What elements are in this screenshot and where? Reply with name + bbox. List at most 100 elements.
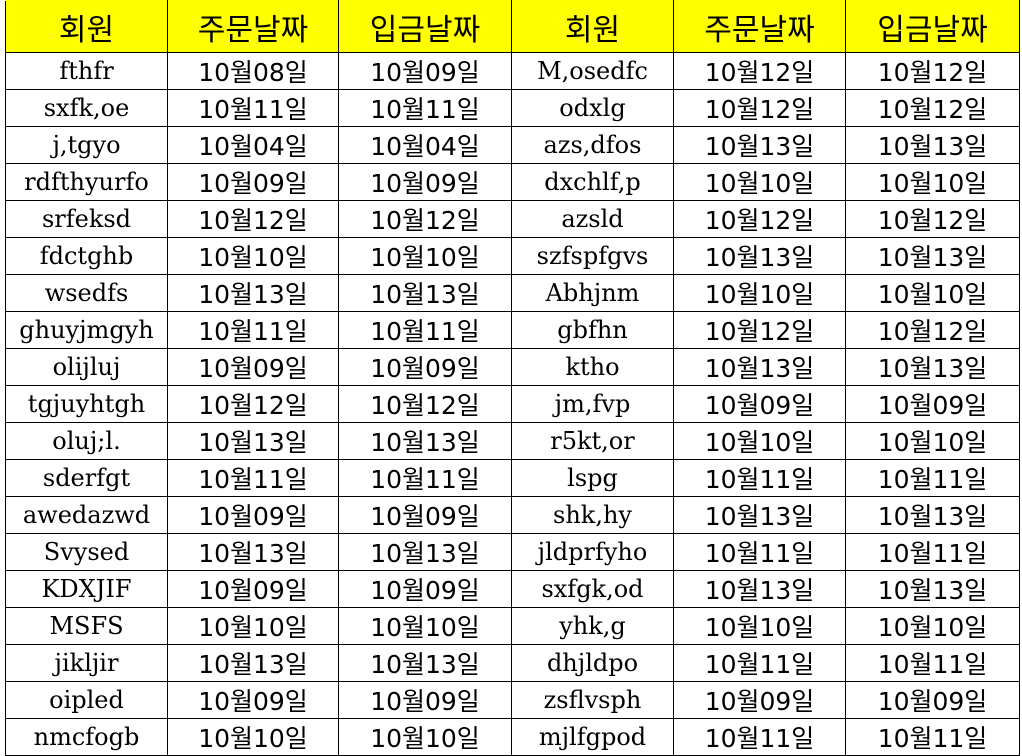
cell-order-date[interactable]: 10월13일 — [673, 126, 846, 164]
cell-order-date[interactable]: 10월09일 — [167, 348, 339, 386]
cell-member[interactable]: KDXJIF — [5, 570, 168, 608]
cell-order-date[interactable]: 10월04일 — [167, 126, 339, 164]
cell-member[interactable]: rdfthyurfo — [5, 163, 168, 201]
cell-deposit-date[interactable]: 10월09일 — [845, 385, 1020, 423]
cell-deposit-date[interactable]: 10월10일 — [338, 607, 512, 645]
cell-deposit-date[interactable]: 10월10일 — [845, 607, 1020, 645]
cell-member[interactable]: ghuyjmgyh — [5, 311, 168, 349]
cell-member[interactable]: M,osedfc — [511, 52, 674, 90]
cell-member[interactable]: wsedfs — [5, 274, 168, 312]
header-order-date[interactable]: 주문날짜 — [167, 0, 339, 53]
header-deposit-date[interactable]: 입금날짜 — [338, 0, 512, 53]
cell-member[interactable]: odxlg — [511, 89, 674, 127]
header-deposit-date[interactable]: 입금날짜 — [845, 0, 1020, 53]
cell-deposit-date[interactable]: 10월10일 — [338, 718, 512, 756]
cell-order-date[interactable]: 10월10일 — [673, 422, 846, 460]
cell-order-date[interactable]: 10월10일 — [167, 718, 339, 756]
cell-member[interactable]: j,tgyo — [5, 126, 168, 164]
cell-order-date[interactable]: 10월10일 — [673, 607, 846, 645]
cell-deposit-date[interactable]: 10월13일 — [338, 422, 512, 460]
cell-deposit-date[interactable]: 10월09일 — [338, 570, 512, 608]
cell-order-date[interactable]: 10월11일 — [673, 644, 846, 682]
cell-order-date[interactable]: 10월12일 — [673, 311, 846, 349]
cell-deposit-date[interactable]: 10월11일 — [845, 533, 1020, 571]
cell-member[interactable]: jldprfyho — [511, 533, 674, 571]
cell-member[interactable]: oipled — [5, 681, 168, 719]
cell-order-date[interactable]: 10월10일 — [673, 274, 846, 312]
cell-deposit-date[interactable]: 10월13일 — [845, 126, 1020, 164]
cell-member[interactable]: shk,hy — [511, 496, 674, 534]
cell-deposit-date[interactable]: 10월10일 — [845, 422, 1020, 460]
cell-deposit-date[interactable]: 10월11일 — [338, 311, 512, 349]
header-order-date[interactable]: 주문날짜 — [673, 0, 846, 53]
cell-deposit-date[interactable]: 10월11일 — [845, 459, 1020, 497]
cell-deposit-date[interactable]: 10월11일 — [338, 89, 512, 127]
cell-member[interactable]: oluj;l. — [5, 422, 168, 460]
header-member[interactable]: 회원 — [5, 0, 168, 53]
cell-member[interactable]: fthfr — [5, 52, 168, 90]
cell-member[interactable]: Svysed — [5, 533, 168, 571]
cell-order-date[interactable]: 10월12일 — [673, 200, 846, 238]
cell-member[interactable]: yhk,g — [511, 607, 674, 645]
cell-member[interactable]: zsflvsph — [511, 681, 674, 719]
cell-deposit-date[interactable]: 10월04일 — [338, 126, 512, 164]
cell-deposit-date[interactable]: 10월13일 — [845, 348, 1020, 386]
cell-deposit-date[interactable]: 10월12일 — [845, 311, 1020, 349]
cell-order-date[interactable]: 10월09일 — [167, 163, 339, 201]
cell-member[interactable]: sxfk,oe — [5, 89, 168, 127]
cell-member[interactable]: tgjuyhtgh — [5, 385, 168, 423]
cell-deposit-date[interactable]: 10월11일 — [845, 718, 1020, 756]
cell-order-date[interactable]: 10월13일 — [673, 348, 846, 386]
cell-deposit-date[interactable]: 10월10일 — [845, 274, 1020, 312]
cell-member[interactable]: Abhjnm — [511, 274, 674, 312]
cell-deposit-date[interactable]: 10월13일 — [338, 533, 512, 571]
cell-order-date[interactable]: 10월13일 — [167, 274, 339, 312]
cell-order-date[interactable]: 10월13일 — [673, 570, 846, 608]
cell-deposit-date[interactable]: 10월09일 — [338, 163, 512, 201]
cell-deposit-date[interactable]: 10월09일 — [338, 52, 512, 90]
cell-order-date[interactable]: 10월13일 — [673, 496, 846, 534]
cell-member[interactable]: MSFS — [5, 607, 168, 645]
cell-order-date[interactable]: 10월10일 — [167, 237, 339, 275]
cell-order-date[interactable]: 10월08일 — [167, 52, 339, 90]
cell-deposit-date[interactable]: 10월10일 — [338, 237, 512, 275]
cell-member[interactable]: sderfgt — [5, 459, 168, 497]
cell-order-date[interactable]: 10월11일 — [167, 89, 339, 127]
cell-deposit-date[interactable]: 10월12일 — [845, 89, 1020, 127]
cell-order-date[interactable]: 10월11일 — [673, 459, 846, 497]
cell-order-date[interactable]: 10월11일 — [167, 311, 339, 349]
cell-deposit-date[interactable]: 10월13일 — [845, 237, 1020, 275]
cell-order-date[interactable]: 10월09일 — [673, 385, 846, 423]
cell-order-date[interactable]: 10월09일 — [673, 681, 846, 719]
cell-member[interactable]: olijluj — [5, 348, 168, 386]
cell-deposit-date[interactable]: 10월12일 — [338, 200, 512, 238]
cell-order-date[interactable]: 10월13일 — [167, 533, 339, 571]
cell-deposit-date[interactable]: 10월09일 — [338, 681, 512, 719]
cell-order-date[interactable]: 10월09일 — [167, 681, 339, 719]
cell-deposit-date[interactable]: 10월09일 — [338, 348, 512, 386]
cell-deposit-date[interactable]: 10월10일 — [845, 163, 1020, 201]
cell-member[interactable]: azsld — [511, 200, 674, 238]
cell-member[interactable]: r5kt,or — [511, 422, 674, 460]
cell-order-date[interactable]: 10월13일 — [167, 422, 339, 460]
cell-order-date[interactable]: 10월10일 — [673, 163, 846, 201]
cell-deposit-date[interactable]: 10월12일 — [845, 52, 1020, 90]
cell-order-date[interactable]: 10월11일 — [167, 459, 339, 497]
cell-deposit-date[interactable]: 10월11일 — [338, 459, 512, 497]
cell-order-date[interactable]: 10월12일 — [673, 89, 846, 127]
cell-order-date[interactable]: 10월09일 — [167, 496, 339, 534]
cell-member[interactable]: srfeksd — [5, 200, 168, 238]
cell-deposit-date[interactable]: 10월12일 — [338, 385, 512, 423]
cell-member[interactable]: dxchlf,p — [511, 163, 674, 201]
cell-order-date[interactable]: 10월11일 — [673, 718, 846, 756]
cell-order-date[interactable]: 10월12일 — [167, 200, 339, 238]
cell-deposit-date[interactable]: 10월13일 — [845, 496, 1020, 534]
cell-member[interactable]: jm,fvp — [511, 385, 674, 423]
cell-order-date[interactable]: 10월12일 — [673, 52, 846, 90]
cell-member[interactable]: mjlfgpod — [511, 718, 674, 756]
cell-order-date[interactable]: 10월13일 — [673, 237, 846, 275]
cell-member[interactable]: lspg — [511, 459, 674, 497]
cell-order-date[interactable]: 10월09일 — [167, 570, 339, 608]
cell-member[interactable]: azs,dfos — [511, 126, 674, 164]
cell-member[interactable]: fdctghb — [5, 237, 168, 275]
